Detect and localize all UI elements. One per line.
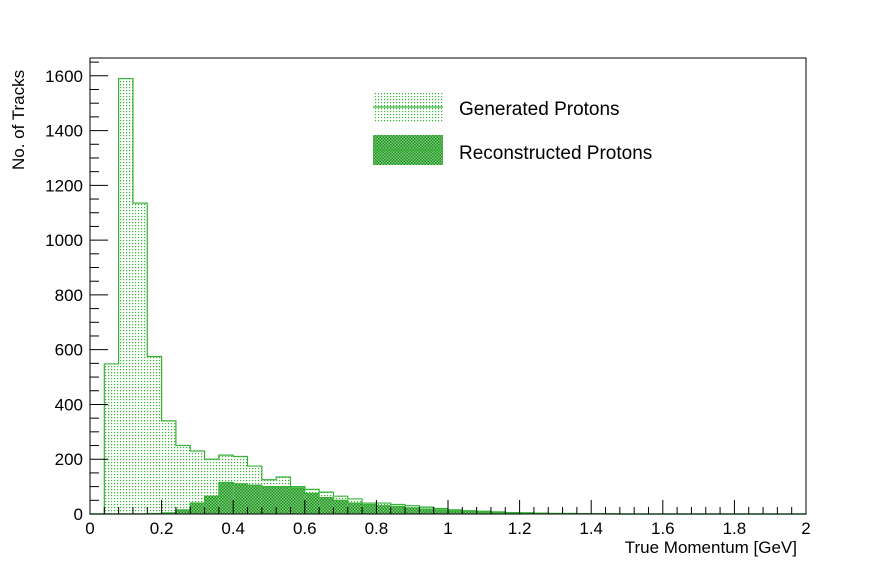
x-axis-tick-labels: 0 0.2 0.4 0.6 0.8 1 1.2 1.4 1.6 1.8 2: [85, 519, 810, 538]
y-axis-title: No. of Tracks: [9, 70, 28, 170]
histogram-bar: [448, 510, 463, 514]
x-tick-label: 0.2: [150, 519, 174, 538]
histogram-bar: [347, 503, 363, 514]
histogram-bar: [290, 487, 305, 514]
histogram-bar: [132, 203, 148, 515]
legend-label-generated: Generated Protons: [459, 99, 620, 120]
x-tick-label: 1.8: [723, 519, 747, 538]
y-tick-label: 1600: [45, 67, 83, 86]
x-tick-label: 0.6: [293, 519, 317, 538]
histogram-bar: [476, 511, 491, 514]
y-tick-label: 800: [55, 286, 83, 305]
x-tick-label: 0.4: [221, 519, 245, 538]
y-tick-label: 200: [55, 450, 83, 469]
histogram-bar: [390, 506, 406, 514]
histogram-bar: [462, 511, 477, 514]
histogram-bar: [333, 500, 348, 514]
legend-label-reconstructed: Reconstructed Protons: [459, 143, 652, 164]
x-axis-ticks: [89, 500, 807, 514]
x-tick-label: 0.8: [365, 519, 389, 538]
histogram-bar: [161, 420, 176, 514]
histogram-bar: [175, 509, 191, 514]
y-axis-tick-labels: 0 200 400 600 800 1000 1200 1400 1600: [45, 67, 83, 524]
x-tick-label: 1.6: [651, 519, 675, 538]
histogram-bar: [276, 486, 291, 514]
histogram-bar: [261, 486, 277, 514]
histogram-bar: [204, 496, 219, 514]
histogram-bar: [190, 451, 205, 514]
x-tick-label: 1.4: [579, 519, 603, 538]
y-tick-label: 0: [74, 505, 83, 524]
y-tick-label: 600: [55, 341, 83, 360]
histogram-bar: [304, 493, 320, 514]
y-axis-ticks: [90, 61, 108, 515]
y-tick-label: 400: [55, 395, 83, 414]
series-generated-outline: [90, 77, 806, 515]
histogram-bar: [405, 507, 420, 514]
x-tick-label: 0: [85, 519, 94, 538]
histogram-bar: [175, 445, 191, 514]
y-tick-label: 1000: [45, 231, 83, 250]
legend: Generated Protons Reconstructed Protons: [373, 92, 652, 165]
histogram-bar: [218, 482, 234, 514]
x-tick-label: 2: [801, 519, 810, 538]
histogram-bar: [190, 503, 205, 514]
y-tick-label: 1200: [45, 176, 83, 195]
histogram-bar: [104, 363, 119, 514]
histogram-bar: [419, 509, 434, 514]
histogram-bar: [376, 505, 391, 514]
histogram-bar: [147, 356, 162, 514]
histogram-bar: [319, 497, 334, 514]
histogram-bar: [362, 504, 377, 514]
histogram-bar: [505, 512, 520, 514]
x-tick-label: 1: [443, 519, 452, 538]
x-axis-title: True Momentum [GeV]: [625, 538, 797, 557]
series-reconstructed-bars: [147, 482, 606, 514]
histogram-bar: [233, 483, 248, 514]
plot-frame: [89, 57, 807, 515]
y-tick-label: 1400: [45, 122, 83, 141]
histogram-bar: [490, 512, 506, 514]
x-tick-label: 1.2: [508, 519, 532, 538]
histogram-bar: [433, 509, 448, 514]
histogram-bar: [247, 485, 262, 514]
histogram-bar: [118, 78, 133, 515]
